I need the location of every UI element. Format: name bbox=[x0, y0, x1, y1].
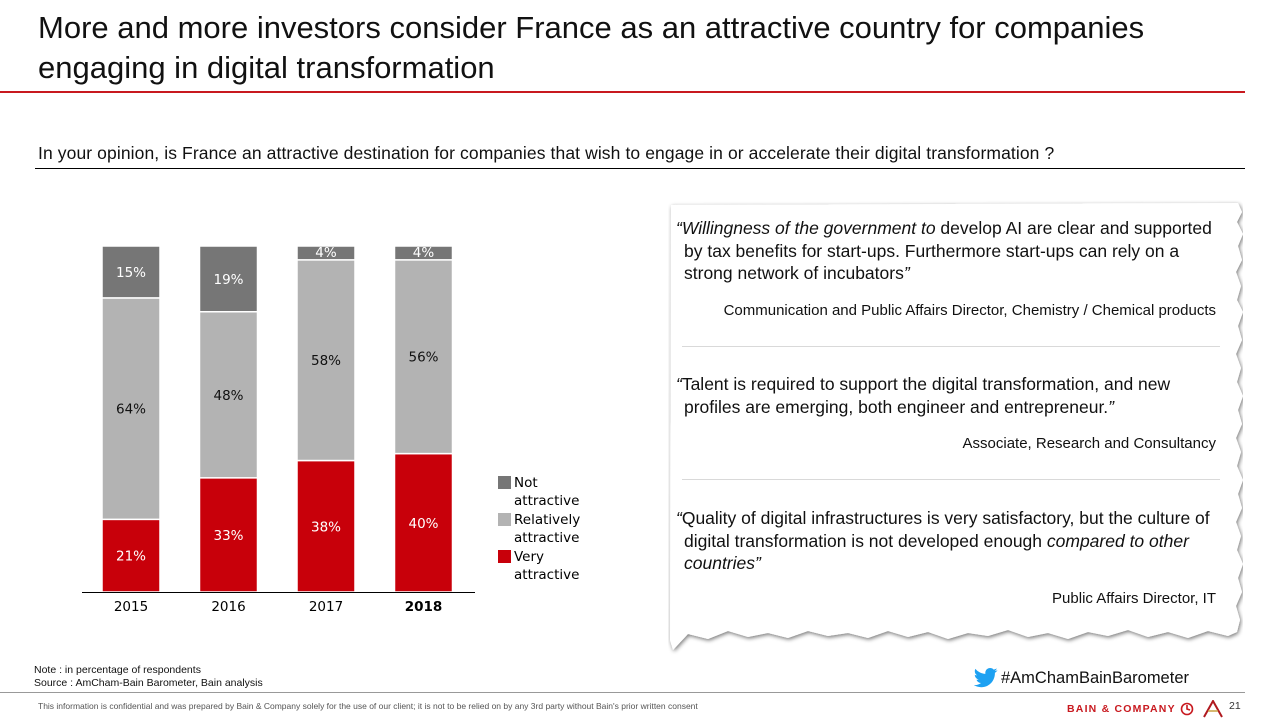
legend-label: Very attractive bbox=[514, 549, 580, 583]
source-text: Source : AmCham-Bain Barometer, Bain ana… bbox=[34, 677, 263, 689]
x-tick-label: 2015 bbox=[114, 599, 148, 615]
quote-italic-tail: ” bbox=[1108, 396, 1114, 417]
quote-italic-tail: compared to other countries” bbox=[684, 530, 1189, 574]
bar-segment-2015-1 bbox=[101, 297, 161, 521]
data-label: 38% bbox=[311, 519, 341, 535]
quote-attribution: Associate, Research and Consultancy bbox=[962, 435, 1216, 452]
quote-separator bbox=[682, 346, 1220, 347]
legend-swatch-relatively bbox=[498, 513, 511, 526]
hashtag[interactable]: #AmChamBainBarometer bbox=[974, 668, 1189, 688]
amcham-logo-icon bbox=[1202, 700, 1223, 718]
quote-text: develop AI are clear and supported by ta… bbox=[684, 218, 1212, 283]
question-divider bbox=[35, 168, 1245, 169]
data-label: 40% bbox=[408, 516, 438, 532]
data-label: 33% bbox=[213, 528, 243, 544]
quote-italic-lead: “ bbox=[676, 508, 682, 528]
quote-1: “Willingness of the government to develo… bbox=[676, 217, 1221, 285]
legend-item-not-attractive: Not attractive bbox=[498, 474, 594, 510]
bar-segment-2016-2 bbox=[198, 245, 259, 313]
legend-label: Not attractive bbox=[514, 475, 580, 509]
x-tick-label: 2018 bbox=[405, 599, 443, 615]
bar-segment-2015-2 bbox=[101, 245, 161, 299]
torn-paper-background bbox=[670, 203, 1243, 650]
data-label: 56% bbox=[408, 350, 438, 366]
x-tick-label: 2017 bbox=[309, 599, 343, 615]
bain-brand: BAIN & COMPANY bbox=[1067, 700, 1226, 718]
legend-swatch-not bbox=[498, 476, 511, 489]
quote-3: “Quality of digital infrastructures is v… bbox=[676, 507, 1221, 575]
hashtag-text: #AmChamBainBarometer bbox=[1001, 668, 1189, 687]
note-text: Note : in percentage of respondents bbox=[34, 664, 201, 676]
legend-label: Relatively attractive bbox=[514, 512, 581, 546]
data-label: 21% bbox=[116, 549, 146, 565]
quote-2: “Talent is required to support the digit… bbox=[676, 373, 1221, 418]
legend-item-relatively-attractive: Relatively attractive bbox=[498, 511, 594, 547]
data-label: 15% bbox=[116, 265, 146, 281]
title-divider bbox=[0, 91, 1245, 93]
bain-logo-icon bbox=[1180, 702, 1194, 716]
quote-italic-lead: “Willingness of the government to bbox=[676, 218, 936, 238]
quote-italic-lead: “ bbox=[676, 374, 682, 394]
page-number: 21 bbox=[1229, 700, 1241, 712]
quote-italic-tail: ” bbox=[903, 263, 910, 283]
bar-segment-2018-2 bbox=[393, 245, 454, 261]
data-label: 64% bbox=[116, 402, 146, 418]
x-tick-label: 2016 bbox=[211, 599, 245, 615]
data-label: 48% bbox=[213, 388, 243, 404]
legend-item-very-attractive: Very attractive bbox=[498, 548, 594, 584]
survey-question: In your opinion, is France an attractive… bbox=[38, 143, 1055, 163]
quote-separator bbox=[682, 479, 1220, 480]
quote-attribution: Public Affairs Director, IT bbox=[1052, 590, 1216, 607]
brand-text: BAIN & COMPANY bbox=[1067, 703, 1176, 715]
data-label: 4% bbox=[413, 245, 435, 261]
bar-segment-2018-1 bbox=[393, 259, 454, 455]
data-label: 4% bbox=[315, 245, 337, 261]
quotes-panel bbox=[668, 200, 1243, 650]
data-label: 19% bbox=[213, 272, 243, 288]
twitter-icon bbox=[974, 668, 998, 688]
legend-swatch-very bbox=[498, 550, 511, 563]
footer-divider bbox=[0, 692, 1245, 693]
page-title: More and more investors consider France … bbox=[38, 10, 1145, 85]
bar-segment-2017-2 bbox=[296, 245, 356, 261]
bar-segment-2017-0 bbox=[296, 459, 356, 593]
quote-attribution: Communication and Public Affairs Directo… bbox=[723, 302, 1216, 319]
quote-text: Quality of digital infrastructures is ve… bbox=[681, 508, 1210, 551]
stacked-bar-chart: 21% 64% 15% 2015 33% 48% 19% 2016 38% 58% 4% 2017 40… bbox=[82, 245, 475, 615]
footnote: Note : in percentage of respondents Sour… bbox=[34, 664, 263, 690]
data-label: 58% bbox=[311, 353, 341, 369]
confidentiality-notice: This information is confidential and was… bbox=[38, 701, 698, 711]
bar-segment-2016-0 bbox=[198, 477, 259, 593]
quote-text: Talent is required to support the digita… bbox=[681, 374, 1171, 417]
bar-segment-2017-1 bbox=[296, 259, 356, 462]
chart-legend: Not attractive Relatively attractive Ver… bbox=[498, 474, 594, 585]
